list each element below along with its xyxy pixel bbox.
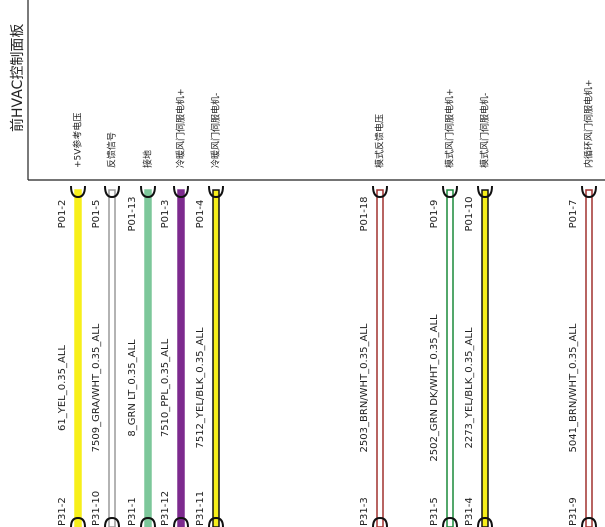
signal-label: 内循环风门伺服电机+ [583, 79, 595, 168]
connector [173, 185, 189, 199]
pin-bottom: P31-1 [127, 497, 138, 526]
pin-bottom: P31-4 [464, 497, 475, 526]
wire-label: 2502_GRN DK/WHT_0.35_ALL [429, 314, 440, 462]
pin-bottom: P31-10 [91, 491, 102, 526]
pin-top: P01-9 [429, 200, 440, 229]
wire [108, 189, 116, 527]
wire-label: 2503_BRN/WHT_0.35_ALL [359, 323, 370, 452]
component-title: 前HVAC控制面板 [9, 24, 26, 132]
wire [481, 189, 489, 527]
connector [173, 516, 189, 527]
pin-bottom: P31-9 [568, 497, 579, 526]
wire-label: 5041_BRN/WHT_0.35_ALL [568, 323, 579, 452]
wire [212, 189, 220, 527]
signal-label: 模式风门伺服电机- [479, 93, 491, 168]
signal-label: +5V参考电压 [72, 113, 84, 168]
wire [376, 189, 384, 527]
wire [177, 189, 185, 527]
connector [208, 185, 224, 199]
connector [581, 185, 597, 199]
wire [446, 189, 454, 527]
connector [581, 516, 597, 527]
wire-label: 7510_PPL_0.35_ALL [160, 338, 171, 437]
wire [144, 189, 152, 527]
connector [70, 516, 86, 527]
connector [477, 516, 493, 527]
connector [442, 516, 458, 527]
signal-label: 模式反馈电压 [374, 114, 386, 168]
pin-top: P01-5 [91, 200, 102, 229]
pin-bottom: P31-11 [195, 491, 206, 526]
connector [104, 185, 120, 199]
connector [104, 516, 120, 527]
connector [442, 185, 458, 199]
wire-label: 2273_YEL/BLK_0.35_ALL [464, 327, 475, 448]
signal-label: 冷暖风门伺服电机- [210, 93, 222, 168]
connector [372, 516, 388, 527]
pin-bottom: P31-5 [429, 497, 440, 526]
signal-label: 冷暖风门伺服电机+ [175, 88, 187, 168]
connector [140, 185, 156, 199]
wire-label: 7512_YEL/BLK_0.35_ALL [195, 327, 206, 448]
pin-top: P01-4 [195, 200, 206, 229]
wire-label: 7509_GRA/WHT_0.35_ALL [91, 323, 102, 452]
wire-label: 61_YEL_0.35_ALL [57, 345, 68, 431]
pin-top: P01-2 [57, 200, 68, 229]
pin-top: P01-13 [127, 196, 138, 231]
signal-label: 模式风门伺服电机+ [444, 88, 456, 168]
connector [477, 185, 493, 199]
signal-label: 反馈信号 [106, 132, 118, 168]
pin-bottom: P31-12 [160, 491, 171, 526]
pin-top: P01-10 [464, 196, 475, 231]
pin-top: P01-3 [160, 200, 171, 229]
pin-bottom: P31-2 [57, 497, 68, 526]
connector [372, 185, 388, 199]
signal-label: 接地 [142, 150, 154, 168]
connector [140, 516, 156, 527]
pin-top: P01-7 [568, 200, 579, 229]
connector [208, 516, 224, 527]
wire [74, 189, 82, 527]
connector [70, 185, 86, 199]
pin-bottom: P31-3 [359, 497, 370, 526]
wire [585, 189, 593, 527]
wire-label: 8_GRN LT_0.35_ALL [127, 339, 138, 437]
pin-top: P01-18 [359, 196, 370, 231]
